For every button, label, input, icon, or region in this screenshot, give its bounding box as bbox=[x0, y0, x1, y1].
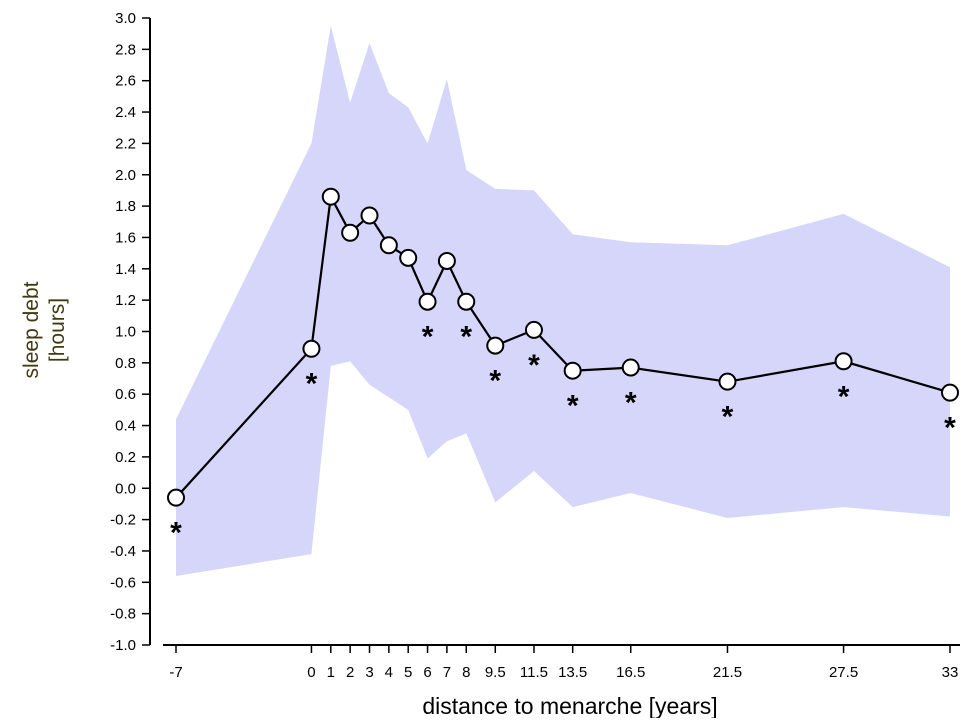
data-point bbox=[379, 236, 398, 255]
y-tick-label: 1.0 bbox=[115, 324, 136, 341]
data-point bbox=[302, 339, 321, 358]
x-tick-label: 1 bbox=[327, 664, 335, 681]
x-tick-label: 4 bbox=[385, 664, 393, 681]
y-tick-label: 2.2 bbox=[115, 135, 136, 152]
data-point bbox=[834, 352, 853, 371]
y-ticks: 3.0 2.8 2.6 2.4 2.2 2.0 1.8 1.6 1.4 1.2 1.0 0.8 0.6 0… bbox=[110, 10, 150, 654]
x-tick-label: 5 bbox=[404, 664, 412, 681]
data-point bbox=[621, 358, 640, 377]
y-tick-label: -0.8 bbox=[110, 606, 136, 623]
confidence-band-layer bbox=[176, 25, 950, 577]
x-tick-label: 6 bbox=[423, 664, 431, 681]
y-tick-label: 1.6 bbox=[115, 229, 136, 246]
significance-star: * bbox=[489, 365, 501, 398]
x-tick-label: 33 bbox=[942, 664, 959, 681]
x-tick-label: 0 bbox=[307, 664, 315, 681]
confidence-band bbox=[176, 25, 950, 577]
x-axis-title: distance to menarche [years] bbox=[422, 693, 717, 718]
y-tick-label: 0.0 bbox=[115, 480, 136, 497]
data-point bbox=[360, 206, 379, 225]
data-point bbox=[418, 292, 437, 311]
data-point bbox=[941, 383, 959, 402]
y-tick-label: -1.0 bbox=[110, 637, 136, 654]
y-tick-label: 3.0 bbox=[115, 10, 136, 27]
significance-star: * bbox=[625, 387, 637, 420]
significance-star: * bbox=[944, 412, 956, 445]
data-point bbox=[399, 248, 418, 267]
x-tick-label: 11.5 bbox=[520, 664, 548, 681]
y-tick-label: 0.8 bbox=[115, 355, 136, 372]
y-tick-label: 2.6 bbox=[115, 73, 136, 90]
data-point bbox=[341, 223, 360, 242]
significance-star: * bbox=[567, 390, 579, 423]
x-tick-label: 9.5 bbox=[485, 664, 506, 681]
significance-star: * bbox=[460, 321, 472, 354]
y-tick-label: 2.0 bbox=[115, 167, 136, 184]
x-tick-label: -7 bbox=[169, 664, 182, 681]
y-axis-title: sleep debt [hours] bbox=[20, 281, 69, 378]
x-ticks: -7 0 1 2 3 4 5 6 7 8 9.5 11.5 13.5 16.5 21.5 27.5 33 bbox=[169, 645, 958, 681]
y-axis-title-line2: [hours] bbox=[46, 298, 69, 362]
data-point bbox=[321, 187, 340, 206]
data-point bbox=[437, 251, 456, 270]
data-point bbox=[563, 361, 582, 380]
x-tick-label: 3 bbox=[365, 664, 373, 681]
x-tick-label: 8 bbox=[462, 664, 470, 681]
y-tick-label: 1.2 bbox=[115, 292, 136, 309]
y-tick-label: 0.6 bbox=[115, 386, 136, 403]
significance-star: * bbox=[422, 321, 434, 354]
y-tick-label: 2.4 bbox=[115, 104, 136, 121]
data-point bbox=[718, 372, 737, 391]
y-tick-label: 0.2 bbox=[115, 449, 136, 466]
y-tick-label: -0.2 bbox=[110, 512, 136, 529]
x-tick-label: 16.5 bbox=[616, 664, 645, 681]
x-tick-label: 7 bbox=[443, 664, 451, 681]
significance-star: * bbox=[170, 517, 182, 550]
y-tick-label: -0.6 bbox=[110, 574, 136, 591]
x-tick-label: 13.5 bbox=[558, 664, 587, 681]
data-point bbox=[486, 336, 505, 355]
y-tick-label: 0.4 bbox=[115, 418, 136, 435]
y-tick-label: 1.4 bbox=[115, 261, 136, 278]
x-tick-label: 21.5 bbox=[713, 664, 742, 681]
y-tick-label: 2.8 bbox=[115, 41, 136, 58]
y-tick-label: -0.4 bbox=[110, 543, 136, 560]
significance-star: * bbox=[838, 380, 850, 413]
data-points-layer bbox=[167, 187, 959, 507]
significance-star: * bbox=[306, 368, 318, 401]
significance-star: * bbox=[528, 349, 540, 382]
x-tick-label: 2 bbox=[346, 664, 354, 681]
x-tick-label: 27.5 bbox=[829, 664, 858, 681]
significance-markers: * * * * * * * * * * * bbox=[170, 321, 956, 550]
data-point bbox=[167, 488, 185, 507]
data-point bbox=[524, 320, 543, 339]
significance-star: * bbox=[722, 401, 734, 434]
y-tick-label: 1.8 bbox=[115, 198, 136, 215]
y-axis-title-line1: sleep debt bbox=[20, 281, 43, 378]
data-point bbox=[457, 292, 476, 311]
